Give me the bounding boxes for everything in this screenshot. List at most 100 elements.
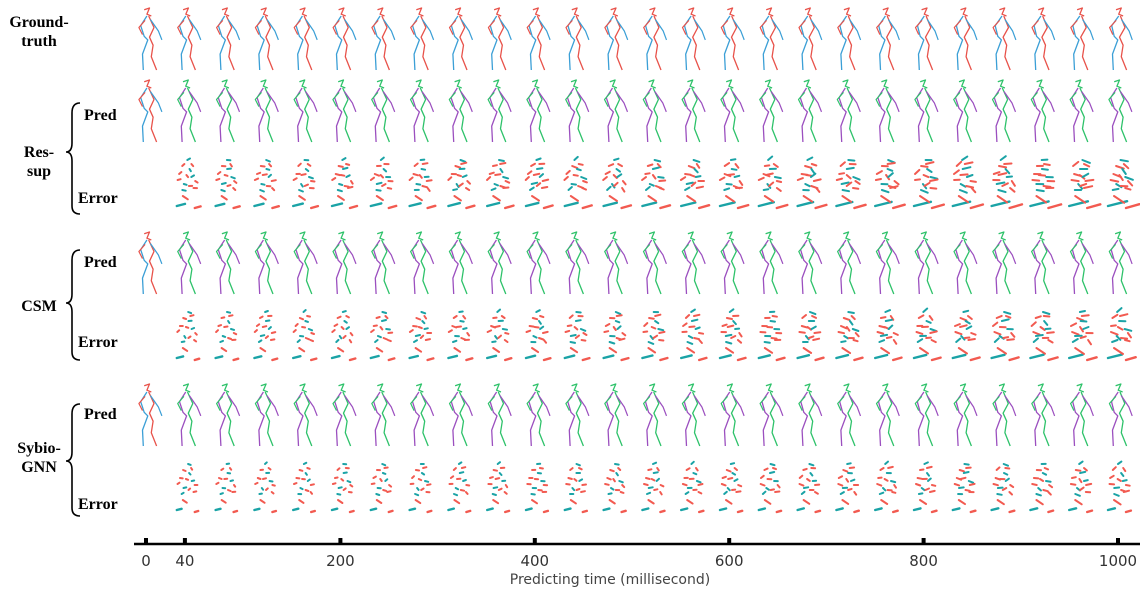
error-dash	[647, 341, 655, 345]
error-dash	[796, 507, 805, 512]
error-dash	[725, 347, 735, 354]
skeleton-head	[687, 383, 696, 393]
error-dash	[959, 324, 968, 328]
error-dash	[388, 484, 393, 488]
error-dash	[253, 329, 258, 333]
ressup-pred-pose	[332, 79, 357, 143]
error-dash	[498, 472, 503, 476]
skeleton-left-chain	[148, 391, 158, 447]
error-dash	[346, 480, 352, 484]
error-dash	[658, 179, 667, 182]
error-dash	[929, 176, 939, 180]
sybio-error-pose	[292, 461, 316, 514]
error-dash	[838, 172, 846, 175]
error-dash	[490, 187, 497, 191]
skeleton-arm	[837, 395, 845, 411]
error-dash	[762, 188, 770, 191]
skeleton-head	[921, 7, 929, 17]
error-dash	[1085, 203, 1102, 210]
error-dash	[692, 472, 698, 476]
error-dash	[349, 332, 354, 337]
error-dash	[612, 326, 617, 331]
skeleton-arm	[177, 244, 185, 259]
error-dash	[569, 341, 576, 344]
error-dash	[919, 347, 929, 355]
error-dash	[612, 174, 618, 179]
csm-error-pose	[408, 311, 435, 362]
skeleton-head	[493, 79, 501, 89]
error-dash	[214, 355, 224, 360]
error-dash	[845, 174, 852, 180]
ground-truth-pose	[177, 7, 202, 71]
skeleton-left-chain	[536, 15, 546, 71]
error-dash	[493, 183, 499, 187]
error-dash	[1113, 347, 1124, 355]
skeleton-arm	[526, 396, 534, 411]
error-dash	[654, 320, 660, 325]
skeleton-arm	[759, 396, 767, 411]
skeleton-arm	[1081, 243, 1094, 265]
error-dash	[1124, 339, 1131, 343]
time-axis-tick-label: 200	[326, 552, 355, 570]
error-dash	[261, 325, 268, 328]
error-dash	[573, 326, 579, 331]
error-dash	[1079, 320, 1088, 323]
error-dash	[408, 354, 419, 360]
skeleton-head	[221, 7, 230, 17]
error-dash	[175, 355, 185, 360]
sybio-error-pose	[951, 463, 977, 514]
ressup-pred-pose	[371, 79, 396, 143]
error-dash	[955, 337, 962, 343]
skeleton-arm	[177, 20, 185, 35]
skeleton-head	[532, 383, 541, 393]
error-dash	[310, 204, 320, 210]
error-dash	[798, 483, 805, 487]
skeleton-arm	[383, 19, 396, 41]
error-dash	[912, 353, 928, 360]
skeleton-left-chain	[963, 391, 973, 447]
error-dash	[993, 331, 1002, 336]
skeleton-head	[182, 231, 191, 241]
skeleton-head	[415, 231, 424, 241]
sybio-pred-pose	[138, 383, 163, 447]
skeleton-arm	[332, 92, 340, 107]
error-dash	[1003, 311, 1012, 315]
error-dash	[847, 159, 856, 162]
error-dash	[995, 181, 1006, 185]
skeleton-arm	[1031, 395, 1039, 411]
error-dash	[957, 347, 968, 355]
error-dash	[1034, 315, 1042, 319]
error-dash	[690, 181, 697, 187]
error-dash	[698, 339, 703, 344]
sybio-pred-pose	[720, 383, 745, 447]
skeleton-head	[1113, 79, 1122, 89]
ressup-error-pose	[330, 157, 359, 210]
error-dash	[343, 320, 348, 324]
error-dash	[255, 323, 261, 327]
error-dash	[958, 469, 965, 473]
error-dash	[892, 509, 899, 514]
error-dash	[499, 162, 507, 165]
error-dash	[923, 461, 929, 465]
error-dash	[532, 172, 541, 176]
error-dash	[659, 491, 663, 496]
error-dash	[616, 325, 622, 330]
error-dash	[264, 335, 269, 339]
error-dash	[1106, 353, 1124, 360]
error-dash	[814, 491, 819, 495]
error-dash	[912, 507, 922, 512]
skeleton-arm	[887, 395, 900, 417]
skeleton-arm	[254, 92, 262, 107]
error-dash	[180, 491, 185, 495]
ressup-error-pose	[951, 155, 985, 210]
error-dash	[893, 484, 897, 489]
error-dash	[1113, 499, 1122, 506]
error-dash	[1111, 466, 1117, 471]
error-dash	[232, 205, 241, 210]
error-dash	[925, 320, 932, 324]
error-dash	[343, 185, 350, 188]
error-dash	[271, 357, 279, 362]
sybio-error-pose	[175, 463, 200, 514]
error-dash	[447, 201, 461, 208]
error-dash	[643, 483, 649, 486]
